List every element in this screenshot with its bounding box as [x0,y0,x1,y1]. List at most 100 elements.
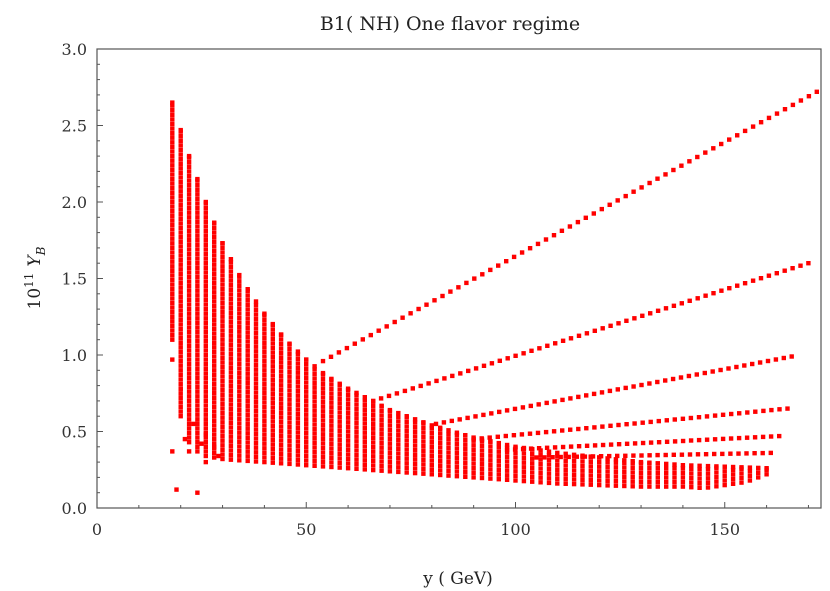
band-point [203,205,208,211]
band-point [237,425,242,431]
band-point [212,358,217,364]
band-point [295,375,301,380]
band-point [454,430,460,435]
band-point [287,392,292,398]
band-point [212,372,217,378]
band-point [287,341,292,346]
band-point [170,328,175,333]
band-point [496,477,501,482]
band-point [555,450,560,456]
band-point [270,321,275,327]
band-point [220,365,225,370]
band-point [186,265,192,270]
band-point [170,112,175,117]
series-3-point [694,372,699,377]
band-point [237,329,242,334]
band-point [253,299,259,304]
band-point [178,271,183,277]
series-1-point [575,219,581,225]
band-point [253,330,259,336]
band-point [237,347,242,353]
band-point [555,481,560,486]
band-point [212,354,217,359]
band-point [237,361,242,367]
band-point [379,450,384,455]
band-point [195,274,200,280]
band-point [178,170,183,176]
band-point [371,426,376,431]
band-point [329,418,334,424]
band-point [245,403,250,408]
data-points [170,89,819,495]
band-point [471,452,476,457]
band-point [287,443,292,448]
series-6-point [655,452,660,458]
series-2-point [576,333,582,338]
band-point [295,370,301,375]
band-point [195,430,200,436]
band-point [705,471,711,476]
band-point [186,384,192,390]
series-1-point [543,237,549,242]
band-point [329,441,334,447]
band-point [212,441,217,446]
band-point [178,143,183,148]
band-point [178,294,183,300]
series-4-point [688,415,694,421]
band-point [186,380,192,385]
band-point [664,461,669,467]
series-2-point [489,361,495,366]
band-point [287,351,292,356]
band-point [195,348,200,353]
band-point [488,444,493,449]
series-1-point [320,358,326,364]
band-point [488,476,493,481]
series-5-point [736,435,742,441]
band-point [371,431,376,436]
series-1-point [782,107,788,112]
band-point [203,306,208,312]
band-point [220,392,225,397]
series-4-point [568,427,573,432]
band-point [253,344,259,349]
band-point [287,452,292,457]
band-point [287,397,292,402]
band-point [747,465,753,470]
band-point [446,459,451,464]
band-point [404,419,409,425]
band-point [638,484,644,489]
band-point [329,464,334,470]
band-point [555,458,560,463]
series-1-point [344,345,350,351]
band-point [270,382,275,387]
series-5-point [592,443,598,448]
y-axis: 0.00.51.01.52.02.53.0 [62,40,103,518]
band-point [212,235,217,240]
series-4-point [777,407,782,412]
band-point [228,315,234,320]
band-point [295,388,301,394]
band-point [287,383,292,389]
band-point [178,280,183,286]
band-point [404,456,409,461]
band-point [396,442,401,447]
band-point [345,424,351,430]
band-point [195,417,200,422]
band-point [262,326,267,332]
band-point [496,472,501,477]
band-point [186,334,192,339]
band-point [396,451,401,456]
band-point [304,366,309,371]
series-5-point [712,437,718,442]
band-point [278,406,284,411]
series-5-point [584,443,590,448]
band-point [613,474,619,479]
band-point [312,385,317,390]
band-point [438,459,443,464]
band-point [245,444,250,450]
band-point [588,464,593,469]
band-point [471,475,476,480]
series-5-point [640,440,646,446]
band-point [262,322,267,327]
band-point [178,391,183,396]
